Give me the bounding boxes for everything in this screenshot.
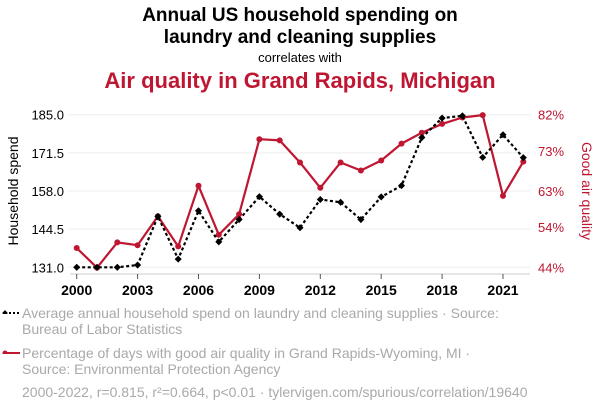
- connector-text: correlates with: [258, 50, 342, 65]
- dotted-line-diamond-icon: [2, 310, 20, 314]
- air-quality-point: [175, 243, 182, 250]
- household-spend-point: [357, 216, 365, 224]
- y2-tick-label: 54%: [538, 220, 564, 235]
- household-spend-point: [255, 193, 263, 201]
- x-tick-label: 2009: [244, 282, 275, 298]
- footer-stats: 2000-2022, r=0.815, r²=0.664, p<0.01 · t…: [22, 384, 528, 400]
- y-axis-left: 131.0 144.5 158.0 171.5 185.0: [31, 108, 64, 276]
- y-axis-label-left: Household spend: [5, 137, 21, 246]
- household-spend-line: [76, 114, 525, 269]
- household-spend-point: [397, 182, 406, 190]
- air-quality-point: [398, 140, 405, 147]
- household-spend-point: [113, 263, 121, 271]
- household-spend-point: [93, 263, 101, 271]
- legend-label-line-1: Percentage of days with good air quality…: [22, 345, 471, 361]
- air-quality-point: [418, 129, 425, 136]
- chart-title: Annual US household spending on laundry …: [0, 5, 600, 49]
- household-spend-point: [499, 131, 507, 139]
- legend-label-line-1: Average annual household spend on laundr…: [22, 305, 499, 321]
- air-quality-point: [479, 112, 486, 119]
- household-spend-point: [418, 134, 426, 142]
- y2-tick-label: 82%: [538, 108, 564, 123]
- y-tick-label: 158.0: [31, 184, 64, 199]
- y-tick-label: 144.5: [31, 222, 64, 237]
- air-quality-point: [236, 211, 243, 218]
- x-tick-label: 2000: [61, 282, 92, 298]
- household-spend-point: [235, 216, 243, 224]
- household-spend-point: [154, 212, 162, 220]
- x-axis: 2000 2003 2006 2009 2012 2015 2018 2021: [61, 273, 530, 298]
- air-quality-point: [317, 184, 324, 191]
- y-axis-label-right: Good air quality: [579, 142, 595, 240]
- chart-area: 2000 2003 2006 2009 2012 2015 2018 2021 131.0 14…: [5, 108, 595, 298]
- household-spend-point: [519, 154, 527, 162]
- air-quality-point: [337, 159, 344, 166]
- legend-label-line-2: Source: Environmental Protection Agency: [22, 361, 281, 377]
- y2-tick-label: 73%: [538, 144, 564, 159]
- legend-label-line-2: Bureau of Labor Statistics: [22, 321, 183, 337]
- air-quality-point: [378, 157, 385, 164]
- y2-tick-label: 63%: [538, 184, 564, 199]
- legend-label-air-quality: Percentage of days with good air quality…: [22, 345, 542, 377]
- household-spend-point: [276, 210, 284, 218]
- household-spend-point: [377, 193, 385, 201]
- y-tick-label: 185.0: [31, 108, 64, 123]
- chart-title-line-1: Annual US household spending on: [142, 5, 458, 26]
- household-spend-point: [194, 207, 203, 215]
- air-quality-point: [500, 192, 506, 199]
- series-air-quality: [73, 112, 527, 271]
- air-quality-point: [439, 120, 446, 127]
- air-quality-point: [357, 167, 364, 174]
- air-quality-point: [256, 136, 263, 143]
- household-spend-point: [438, 114, 446, 122]
- air-quality-point: [297, 159, 303, 166]
- air-quality-point: [215, 231, 222, 238]
- solid-line-circle-icon: [2, 350, 20, 354]
- x-tick-label: 2021: [487, 282, 518, 298]
- legend-label-household-spend: Average annual household spend on laundr…: [22, 305, 542, 337]
- x-tick-label: 2003: [122, 282, 153, 298]
- gridlines: [68, 114, 530, 268]
- air-quality-point: [114, 239, 121, 246]
- chart-title-line-2: laundry and cleaning supplies: [163, 27, 437, 48]
- x-tick-label: 2006: [183, 282, 214, 298]
- series-household-spend: [73, 112, 527, 271]
- household-spend-point: [296, 224, 304, 232]
- air-quality-point: [195, 182, 202, 189]
- y2-tick-label: 44%: [538, 260, 564, 275]
- household-spend-point: [73, 263, 81, 271]
- household-spend-point: [458, 112, 466, 120]
- air-quality-point: [520, 158, 527, 165]
- household-spend-point: [174, 255, 182, 263]
- x-tick-label: 2012: [305, 282, 336, 298]
- air-quality-point: [276, 137, 283, 144]
- y-tick-label: 171.5: [31, 146, 64, 161]
- household-spend-point: [316, 195, 324, 204]
- air-quality-point: [73, 245, 80, 252]
- household-spend-point: [134, 261, 142, 269]
- air-quality-point: [134, 242, 141, 249]
- household-spend-point: [479, 153, 487, 161]
- household-spend-point: [215, 238, 223, 246]
- y-axis-right: 44% 54% 63% 73% 82%: [538, 108, 564, 276]
- y-tick-label: 131.0: [31, 260, 64, 275]
- household-spend-point: [337, 198, 345, 206]
- x-tick-label: 2015: [366, 282, 397, 298]
- x-tick-label: 2018: [427, 282, 458, 298]
- chart-subtitle: Air quality in Grand Rapids, Michigan: [104, 68, 496, 93]
